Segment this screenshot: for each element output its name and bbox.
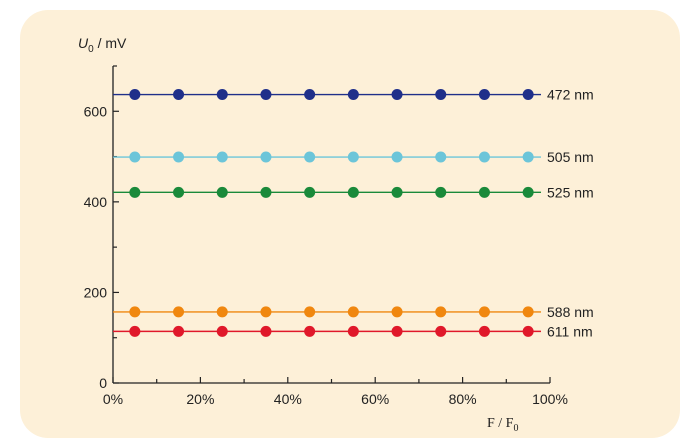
data-point: [216, 306, 228, 318]
data-point: [522, 325, 534, 337]
data-point: [347, 89, 359, 101]
data-point: [435, 151, 447, 163]
x-tick-label: 100%: [532, 391, 568, 407]
data-point: [173, 186, 185, 198]
data-point: [173, 325, 185, 337]
data-point: [391, 186, 403, 198]
data-point: [216, 186, 228, 198]
data-point: [435, 306, 447, 318]
data-point: [391, 325, 403, 337]
data-point: [347, 151, 359, 163]
data-point: [304, 306, 316, 318]
data-point: [260, 325, 272, 337]
data-point: [260, 186, 272, 198]
series-label: 588 nm: [547, 304, 594, 320]
data-point: [478, 89, 490, 101]
data-point: [347, 325, 359, 337]
data-point: [478, 186, 490, 198]
data-point: [216, 151, 228, 163]
data-point: [304, 325, 316, 337]
data-point: [129, 325, 141, 337]
data-point: [173, 151, 185, 163]
data-point: [435, 325, 447, 337]
series-label: 611 nm: [547, 323, 593, 339]
data-point: [522, 306, 534, 318]
series-label: 525 nm: [547, 184, 594, 200]
x-axis-label: F / F0: [487, 416, 518, 434]
chart-panel: [20, 10, 680, 438]
series-label: 505 nm: [547, 149, 594, 165]
series-layer: 472 nm 505 nm 525 nm 588 nm 611 nm: [113, 87, 594, 339]
data-point: [129, 306, 141, 318]
x-tick-label: 40%: [274, 391, 302, 407]
x-tick-label: 80%: [449, 391, 477, 407]
data-point: [304, 151, 316, 163]
data-point: [260, 89, 272, 101]
axes: 0% 20% 40% 60% 80% 100% 0 200 400 600: [84, 65, 568, 407]
data-point: [216, 89, 228, 101]
data-point: [522, 89, 534, 101]
y-tick-label: 400: [84, 194, 108, 210]
data-point: [478, 306, 490, 318]
data-point: [522, 186, 534, 198]
data-point: [391, 151, 403, 163]
x-tick-label: 0%: [103, 391, 123, 407]
data-point: [304, 89, 316, 101]
data-point: [347, 306, 359, 318]
data-point: [522, 151, 534, 163]
data-point: [129, 89, 141, 101]
data-point: [347, 186, 359, 198]
data-point: [435, 186, 447, 198]
y-tick-label: 600: [84, 103, 108, 119]
data-point: [391, 306, 403, 318]
data-point: [435, 89, 447, 101]
data-point: [129, 151, 141, 163]
series-label: 472 nm: [547, 87, 594, 103]
data-point: [129, 186, 141, 198]
x-tick-label: 60%: [361, 391, 389, 407]
y-axis-label: U0 / mV: [78, 35, 127, 55]
data-point: [391, 89, 403, 101]
data-point: [216, 325, 228, 337]
y-tick-label: 0: [99, 375, 107, 391]
x-tick-label: 20%: [186, 391, 214, 407]
y-tick-label: 200: [84, 284, 108, 300]
data-point: [173, 306, 185, 318]
data-point: [478, 151, 490, 163]
data-point: [260, 306, 272, 318]
data-point: [260, 151, 272, 163]
data-point: [304, 186, 316, 198]
data-point: [173, 89, 185, 101]
data-point: [478, 325, 490, 337]
